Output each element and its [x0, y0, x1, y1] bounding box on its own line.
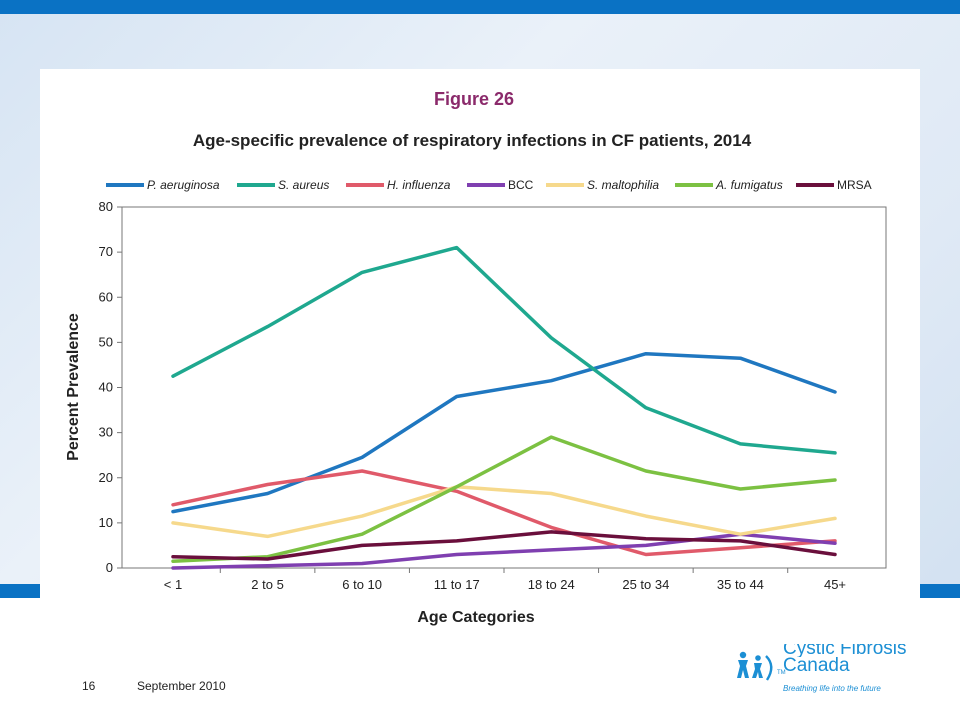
figure-label: Figure 26: [434, 89, 514, 109]
x-tick-label: 6 to 10: [342, 577, 382, 592]
y-tick-label: 20: [99, 470, 113, 485]
x-tick-label: < 1: [164, 577, 182, 592]
y-tick-label: 40: [99, 380, 113, 395]
logo-name: Cystic Fibrosis Canada: [783, 644, 907, 675]
legend-label: BCC: [508, 178, 534, 192]
series-lines: [171, 245, 837, 570]
x-tick-label: 35 to 44: [717, 577, 764, 592]
series-line-h-influenza: [171, 469, 837, 557]
y-tick-label: 10: [99, 515, 113, 530]
series-line-mrsa: [171, 530, 837, 561]
y-tick-label: 70: [99, 244, 113, 259]
series-line-p-aeruginosa: [171, 351, 837, 514]
x-axis-label: Age Categories: [417, 609, 534, 626]
logo-tagline: Breathing life into the future: [783, 684, 881, 693]
footer-date: September 2010: [137, 679, 226, 693]
y-axis-label: Percent Prevalence: [65, 313, 82, 461]
series-line-s-aureus: [171, 245, 837, 455]
cystic-fibrosis-canada-logo: Cystic Fibrosis Canada TM Breathing life…: [736, 640, 936, 700]
x-tick-label: 18 to 24: [528, 577, 575, 592]
logo-name-line1: Cystic Fibrosis: [783, 644, 907, 657]
y-axis: 0 10 20 30 40 50 60 70 80: [99, 199, 122, 575]
legend-label: S. maltophilia: [587, 178, 659, 192]
logo-name-line2: Canada: [783, 655, 850, 676]
logo-trademark: TM: [777, 670, 786, 676]
chart-panel: Figure 26 Age-specific prevalence of res…: [40, 69, 920, 637]
x-tick-label: 11 to 17: [434, 577, 480, 592]
legend-label: H. influenza: [387, 178, 451, 192]
x-tick-label: 25 to 34: [622, 577, 669, 592]
legend: P. aeruginosa S. aureus H. influenza BCC S. …: [106, 178, 872, 192]
legend-label: MRSA: [837, 178, 872, 192]
y-tick-label: 0: [106, 560, 113, 575]
legend-label: P. aeruginosa: [147, 178, 220, 192]
figures-logo-icon: [737, 651, 773, 681]
series-line-a-fumigatus: [171, 435, 837, 563]
page-number: 16: [82, 679, 96, 693]
y-tick-label: 50: [99, 334, 113, 349]
y-tick-label: 60: [99, 289, 113, 304]
top-accent-bar: [0, 0, 960, 14]
x-tick-label: 2 to 5: [251, 577, 284, 592]
chart-title: Age-specific prevalence of respiratory i…: [193, 131, 752, 150]
legend-label: S. aureus: [278, 178, 329, 192]
series-line-s-maltophilia: [171, 485, 837, 539]
legend-label: A. fumigatus: [715, 178, 783, 192]
x-tick-label: 45+: [824, 577, 846, 592]
y-tick-label: 30: [99, 425, 113, 440]
line-chart: Figure 26 Age-specific prevalence of res…: [65, 89, 887, 626]
y-tick-label: 80: [99, 199, 113, 214]
series-line-bcc: [171, 532, 837, 570]
x-axis: < 1 2 to 5 6 to 10 11 to 17 18 to 24 25 to 34…: [164, 568, 846, 592]
